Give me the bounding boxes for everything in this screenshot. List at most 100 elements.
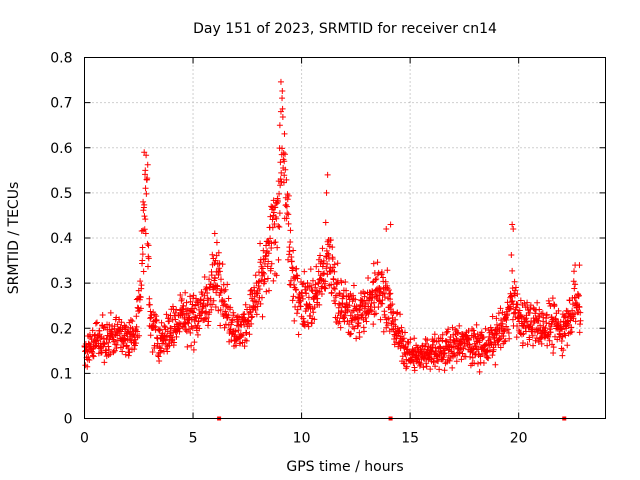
data-point bbox=[436, 366, 443, 373]
data-point bbox=[351, 325, 358, 332]
data-point bbox=[478, 329, 485, 336]
data-point bbox=[322, 219, 329, 226]
data-point bbox=[571, 310, 578, 317]
data-point bbox=[234, 313, 241, 320]
data-point bbox=[547, 329, 554, 336]
data-point bbox=[248, 320, 255, 327]
data-point bbox=[412, 348, 419, 355]
data-point bbox=[558, 337, 565, 344]
data-point bbox=[158, 319, 165, 326]
data-point bbox=[334, 315, 341, 322]
data-point bbox=[89, 352, 96, 359]
data-point bbox=[375, 269, 382, 276]
data-point bbox=[313, 263, 320, 270]
data-point bbox=[349, 323, 356, 330]
data-point bbox=[209, 301, 216, 308]
data-point bbox=[281, 172, 288, 179]
data-point bbox=[254, 303, 261, 310]
data-point bbox=[188, 323, 195, 330]
data-point bbox=[300, 315, 307, 322]
data-point bbox=[327, 237, 334, 244]
data-point bbox=[136, 332, 143, 339]
data-point bbox=[370, 321, 377, 328]
data-point bbox=[508, 251, 515, 258]
data-point bbox=[410, 359, 417, 366]
data-point bbox=[295, 331, 302, 338]
data-point bbox=[571, 268, 578, 275]
data-point bbox=[501, 338, 508, 345]
data-point bbox=[156, 327, 163, 334]
data-point bbox=[316, 301, 323, 308]
data-point bbox=[285, 211, 292, 218]
data-point bbox=[344, 318, 351, 325]
y-tick-label: 0.5 bbox=[50, 186, 72, 202]
data-point bbox=[285, 256, 292, 263]
data-point bbox=[301, 318, 308, 325]
data-point bbox=[178, 295, 185, 302]
data-point bbox=[374, 259, 381, 266]
data-point bbox=[569, 307, 576, 314]
data-point bbox=[182, 326, 189, 333]
data-point bbox=[222, 286, 229, 293]
data-point bbox=[191, 313, 198, 320]
x-tick-label: 20 bbox=[510, 431, 528, 447]
data-point bbox=[223, 303, 230, 310]
data-point bbox=[509, 267, 516, 274]
data-point bbox=[419, 343, 426, 350]
data-point bbox=[101, 340, 108, 347]
data-point bbox=[576, 321, 583, 328]
data-point bbox=[330, 285, 337, 292]
y-tick-label: 0.1 bbox=[50, 366, 72, 382]
data-point bbox=[423, 360, 430, 367]
data-point bbox=[107, 309, 114, 316]
data-point bbox=[339, 292, 346, 299]
data-point bbox=[140, 207, 147, 214]
data-point bbox=[485, 355, 492, 362]
data-point bbox=[521, 300, 528, 307]
data-point bbox=[215, 249, 222, 256]
data-point bbox=[382, 278, 389, 285]
data-point bbox=[270, 209, 277, 216]
data-point bbox=[431, 331, 438, 338]
y-tick-label: 0.2 bbox=[50, 321, 72, 337]
data-point bbox=[144, 240, 151, 247]
data-point bbox=[249, 313, 256, 320]
data-point bbox=[185, 312, 192, 319]
data-point bbox=[139, 244, 146, 251]
data-point bbox=[266, 287, 273, 294]
data-point bbox=[140, 198, 147, 205]
data-point bbox=[103, 347, 110, 354]
data-point bbox=[377, 316, 384, 323]
data-point bbox=[360, 328, 367, 335]
data-point bbox=[520, 339, 527, 346]
data-point bbox=[485, 342, 492, 349]
data-point bbox=[220, 298, 227, 305]
data-point bbox=[330, 264, 337, 271]
data-point bbox=[373, 275, 380, 282]
data-point bbox=[505, 329, 512, 336]
data-point bbox=[476, 368, 483, 375]
data-point bbox=[411, 335, 418, 342]
data-point bbox=[196, 325, 203, 332]
data-point bbox=[156, 358, 163, 365]
data-point bbox=[277, 78, 284, 85]
data-point bbox=[417, 361, 424, 368]
data-point bbox=[243, 337, 250, 344]
data-point bbox=[435, 358, 442, 365]
data-point bbox=[323, 247, 330, 254]
data-point bbox=[146, 301, 153, 308]
data-point bbox=[363, 318, 370, 325]
data-point bbox=[118, 319, 125, 326]
data-point bbox=[161, 323, 168, 330]
data-point bbox=[229, 317, 236, 324]
data-point bbox=[189, 301, 196, 308]
y-tick-label: 0.6 bbox=[50, 141, 72, 157]
data-point bbox=[277, 108, 284, 115]
y-tick-label: 0.7 bbox=[50, 96, 72, 112]
data-point bbox=[141, 201, 148, 208]
data-point bbox=[393, 339, 400, 346]
data-point bbox=[252, 272, 259, 279]
data-point bbox=[184, 343, 191, 350]
data-point bbox=[522, 328, 529, 335]
data-point bbox=[147, 308, 154, 315]
